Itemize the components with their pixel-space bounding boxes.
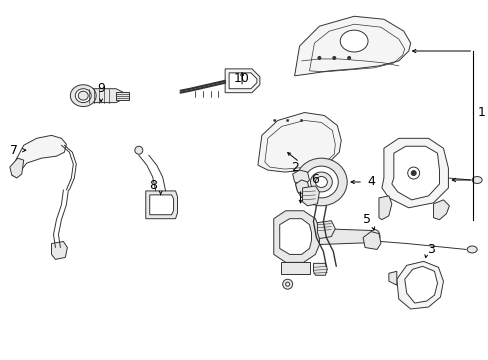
Polygon shape [294, 16, 410, 76]
Circle shape [410, 171, 415, 176]
Ellipse shape [310, 172, 332, 192]
Polygon shape [381, 138, 447, 208]
Polygon shape [257, 113, 341, 172]
Text: 1: 1 [476, 106, 484, 119]
Text: 10: 10 [234, 72, 249, 85]
Text: 4: 4 [366, 175, 374, 189]
Text: 2: 2 [290, 161, 298, 174]
Circle shape [135, 146, 142, 154]
Ellipse shape [78, 91, 88, 100]
Polygon shape [378, 196, 391, 220]
Polygon shape [292, 170, 309, 186]
Circle shape [286, 119, 288, 122]
Polygon shape [313, 264, 326, 275]
Ellipse shape [471, 176, 481, 184]
Polygon shape [433, 200, 448, 220]
Polygon shape [302, 186, 319, 206]
Polygon shape [317, 221, 335, 239]
Circle shape [300, 119, 302, 122]
Ellipse shape [295, 158, 346, 206]
Polygon shape [273, 211, 319, 262]
Polygon shape [224, 69, 259, 93]
Polygon shape [362, 231, 380, 249]
Ellipse shape [75, 89, 91, 103]
Polygon shape [391, 146, 439, 200]
Polygon shape [12, 135, 66, 177]
Polygon shape [388, 271, 396, 285]
Ellipse shape [340, 30, 367, 52]
Polygon shape [116, 92, 129, 100]
Polygon shape [149, 195, 173, 215]
Polygon shape [280, 262, 310, 274]
Circle shape [273, 119, 275, 122]
Ellipse shape [304, 166, 338, 198]
Polygon shape [51, 242, 67, 260]
Circle shape [407, 167, 419, 179]
Polygon shape [145, 191, 177, 219]
Text: 9: 9 [97, 82, 105, 95]
Circle shape [285, 282, 289, 286]
Text: 8: 8 [148, 179, 156, 193]
Text: 7: 7 [10, 144, 18, 157]
Polygon shape [279, 219, 311, 255]
Text: 6: 6 [311, 172, 319, 185]
Text: 3: 3 [426, 243, 434, 256]
Text: 5: 5 [362, 213, 370, 226]
Ellipse shape [70, 85, 96, 107]
Circle shape [282, 279, 292, 289]
Polygon shape [295, 180, 309, 195]
Polygon shape [404, 266, 437, 303]
Ellipse shape [467, 246, 476, 253]
Ellipse shape [369, 230, 379, 243]
Polygon shape [229, 73, 256, 89]
Circle shape [347, 57, 350, 59]
Polygon shape [319, 229, 374, 244]
Ellipse shape [315, 176, 326, 188]
Circle shape [317, 57, 320, 59]
Polygon shape [396, 261, 443, 309]
Circle shape [332, 57, 335, 59]
Polygon shape [10, 158, 24, 178]
Polygon shape [73, 89, 126, 103]
